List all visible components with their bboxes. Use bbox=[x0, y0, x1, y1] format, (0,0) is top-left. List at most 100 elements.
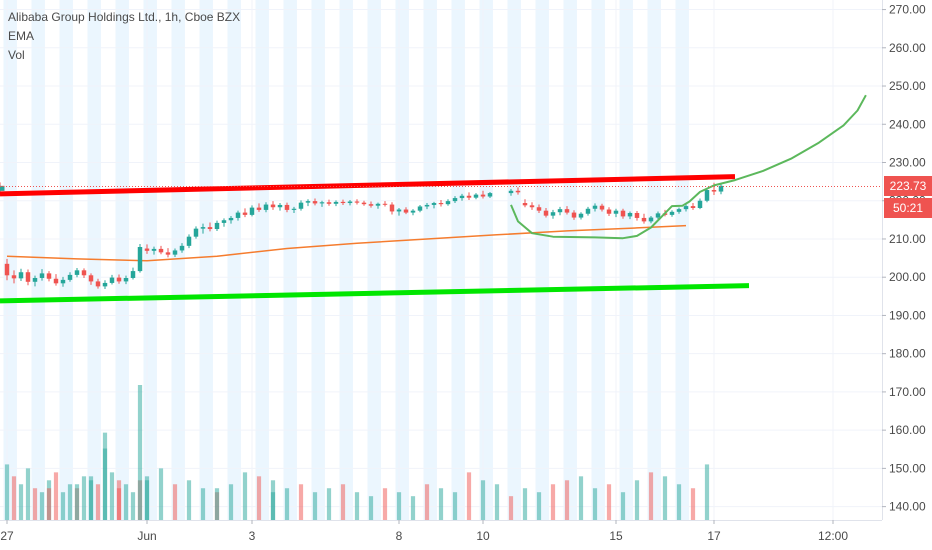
candle[interactable] bbox=[74, 268, 80, 278]
candle[interactable] bbox=[424, 203, 430, 210]
candle[interactable] bbox=[368, 201, 374, 208]
candle[interactable] bbox=[151, 246, 157, 255]
candle[interactable] bbox=[396, 208, 402, 216]
candle[interactable] bbox=[704, 188, 710, 203]
candle[interactable] bbox=[333, 200, 339, 207]
candle[interactable] bbox=[116, 274, 122, 284]
projection-path-drawing[interactable] bbox=[510, 94, 867, 240]
candle[interactable] bbox=[697, 198, 703, 210]
candle[interactable] bbox=[410, 209, 416, 216]
candle[interactable] bbox=[487, 191, 493, 199]
candle[interactable] bbox=[4, 258, 10, 281]
candle[interactable] bbox=[564, 206, 570, 215]
candle[interactable] bbox=[669, 210, 675, 217]
candle[interactable] bbox=[459, 193, 465, 201]
candle[interactable] bbox=[298, 200, 304, 211]
candle[interactable] bbox=[347, 199, 353, 206]
candle[interactable] bbox=[690, 203, 696, 210]
candle[interactable] bbox=[585, 206, 591, 216]
candle[interactable] bbox=[263, 202, 269, 213]
candle[interactable] bbox=[543, 208, 549, 218]
candle[interactable] bbox=[207, 222, 213, 232]
candle[interactable] bbox=[620, 208, 626, 219]
candle[interactable] bbox=[431, 201, 437, 209]
candle[interactable] bbox=[214, 220, 220, 231]
candle[interactable] bbox=[81, 268, 87, 278]
candle[interactable] bbox=[634, 211, 640, 221]
candle[interactable] bbox=[571, 210, 577, 220]
candle[interactable] bbox=[242, 208, 248, 218]
candle[interactable] bbox=[515, 187, 521, 195]
candle[interactable] bbox=[319, 200, 325, 207]
candle[interactable] bbox=[613, 208, 619, 218]
candle[interactable] bbox=[655, 211, 661, 220]
candle[interactable] bbox=[382, 201, 388, 207]
candle[interactable] bbox=[508, 188, 514, 196]
candle[interactable] bbox=[312, 198, 318, 206]
candle[interactable] bbox=[0, 185, 5, 194]
candle[interactable] bbox=[676, 207, 682, 214]
candle[interactable] bbox=[438, 199, 444, 207]
candle[interactable] bbox=[102, 280, 108, 290]
candle[interactable] bbox=[326, 199, 332, 206]
candle[interactable] bbox=[340, 199, 346, 205]
time-axis[interactable]: 27 Jun 3 8 10 15 17 12:00 bbox=[0, 520, 848, 543]
candle[interactable] bbox=[284, 202, 290, 213]
candle[interactable] bbox=[60, 276, 66, 287]
candle[interactable] bbox=[683, 204, 689, 212]
candle[interactable] bbox=[536, 204, 542, 213]
indicator-ema-label[interactable]: EMA bbox=[8, 29, 35, 43]
candle[interactable] bbox=[270, 201, 276, 210]
candle[interactable] bbox=[200, 223, 206, 234]
candle[interactable] bbox=[480, 190, 486, 199]
candle[interactable] bbox=[592, 203, 598, 212]
candle[interactable] bbox=[522, 199, 528, 208]
candle[interactable] bbox=[53, 274, 59, 286]
resistance-trendline[interactable] bbox=[0, 174, 736, 197]
candle[interactable] bbox=[445, 199, 451, 206]
candle[interactable] bbox=[361, 200, 367, 206]
candle[interactable] bbox=[466, 192, 472, 200]
candle[interactable] bbox=[39, 269, 45, 281]
candle[interactable] bbox=[375, 202, 381, 209]
candle[interactable] bbox=[291, 206, 297, 213]
candle[interactable] bbox=[354, 199, 360, 205]
candle[interactable] bbox=[88, 273, 94, 285]
candle[interactable] bbox=[389, 202, 395, 215]
candle[interactable] bbox=[473, 193, 479, 200]
support-trendline[interactable] bbox=[0, 283, 750, 304]
candle[interactable] bbox=[165, 248, 171, 258]
candle[interactable] bbox=[648, 216, 654, 224]
candle[interactable] bbox=[606, 207, 612, 217]
candle[interactable] bbox=[529, 202, 535, 210]
candle[interactable] bbox=[172, 248, 178, 257]
candle[interactable] bbox=[25, 269, 31, 286]
candle[interactable] bbox=[46, 271, 52, 282]
candle[interactable] bbox=[249, 205, 255, 217]
indicator-vol-label[interactable]: Vol bbox=[8, 48, 25, 62]
candle[interactable] bbox=[417, 204, 423, 213]
candle[interactable] bbox=[186, 234, 192, 249]
candle[interactable] bbox=[627, 211, 633, 220]
candle[interactable] bbox=[718, 183, 724, 195]
candle[interactable] bbox=[235, 210, 241, 221]
candle[interactable] bbox=[599, 203, 605, 212]
candle[interactable] bbox=[221, 218, 227, 227]
candle[interactable] bbox=[403, 207, 409, 215]
candle[interactable] bbox=[452, 196, 458, 204]
candle[interactable] bbox=[256, 203, 262, 212]
candle[interactable] bbox=[641, 213, 647, 224]
candle[interactable] bbox=[228, 216, 234, 224]
candle[interactable] bbox=[32, 275, 38, 287]
candle[interactable] bbox=[557, 206, 563, 216]
candle[interactable] bbox=[193, 226, 199, 239]
candle[interactable] bbox=[11, 270, 17, 284]
candle[interactable] bbox=[123, 275, 129, 285]
candle[interactable] bbox=[277, 203, 283, 211]
candle[interactable] bbox=[109, 274, 115, 285]
candle[interactable] bbox=[95, 278, 101, 289]
candle[interactable] bbox=[18, 268, 24, 282]
candle[interactable] bbox=[305, 199, 311, 207]
candle[interactable] bbox=[137, 243, 143, 273]
